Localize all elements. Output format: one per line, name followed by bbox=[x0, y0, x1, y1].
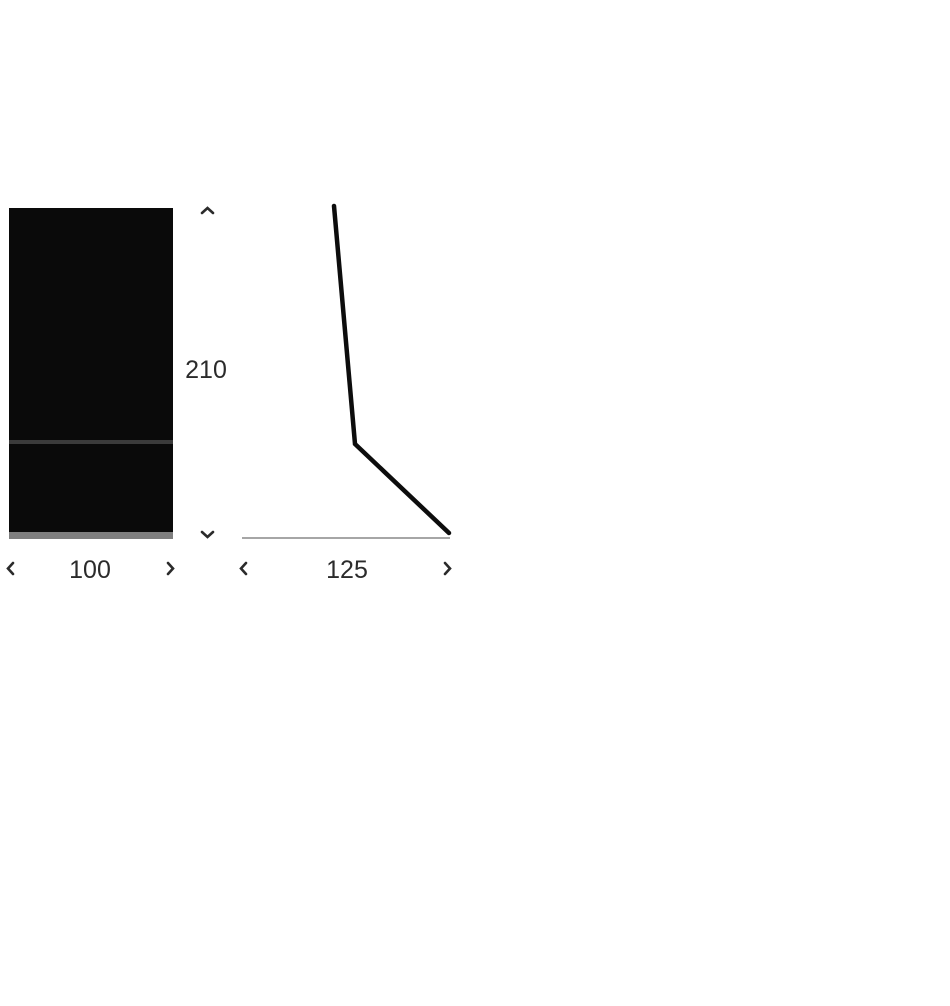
chevron-left-icon bbox=[6, 561, 15, 576]
chevron-down-icon bbox=[200, 530, 215, 539]
panel-divider-line bbox=[9, 440, 173, 444]
width-dimension-label: 100 bbox=[69, 556, 111, 584]
height-dimension-label: 210 bbox=[185, 356, 227, 384]
chevron-up-icon bbox=[200, 206, 215, 215]
panel-base-strip bbox=[9, 532, 173, 539]
chevron-left-icon bbox=[239, 561, 248, 576]
chevron-right-icon bbox=[166, 561, 175, 576]
side-view-profile-line bbox=[331, 203, 452, 536]
chevron-right-icon bbox=[443, 561, 452, 576]
front-view-panel bbox=[9, 208, 173, 539]
depth-dimension-label: 125 bbox=[326, 556, 368, 584]
